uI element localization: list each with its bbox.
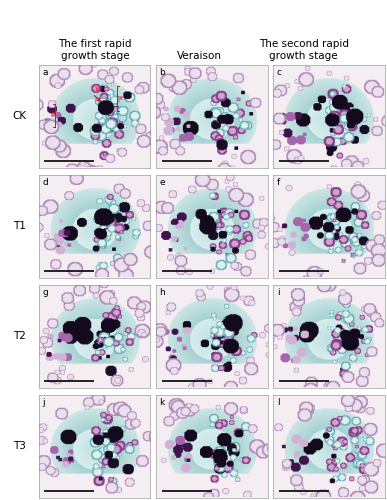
Text: a: a <box>42 68 48 77</box>
Text: b: b <box>159 68 165 77</box>
Text: p: p <box>50 111 54 117</box>
Text: g: g <box>42 288 48 297</box>
Text: l: l <box>277 398 279 407</box>
Text: j: j <box>42 398 45 407</box>
Text: T2: T2 <box>13 331 26 341</box>
Text: e: e <box>159 178 165 187</box>
Text: i: i <box>277 288 279 297</box>
Text: x: x <box>119 95 123 101</box>
Text: The second rapid
growth stage: The second rapid growth stage <box>259 40 349 61</box>
Text: T3: T3 <box>13 441 26 451</box>
Text: Veraison: Veraison <box>177 51 222 61</box>
Text: d: d <box>42 178 48 187</box>
Text: The first rapid
growth stage: The first rapid growth stage <box>58 40 132 61</box>
Text: h: h <box>159 288 165 297</box>
Text: c: c <box>277 68 282 77</box>
Text: k: k <box>159 398 165 407</box>
Text: T1: T1 <box>13 221 26 231</box>
Text: CK: CK <box>12 112 26 121</box>
Text: Vc: Vc <box>94 86 103 91</box>
Text: f: f <box>277 178 280 187</box>
